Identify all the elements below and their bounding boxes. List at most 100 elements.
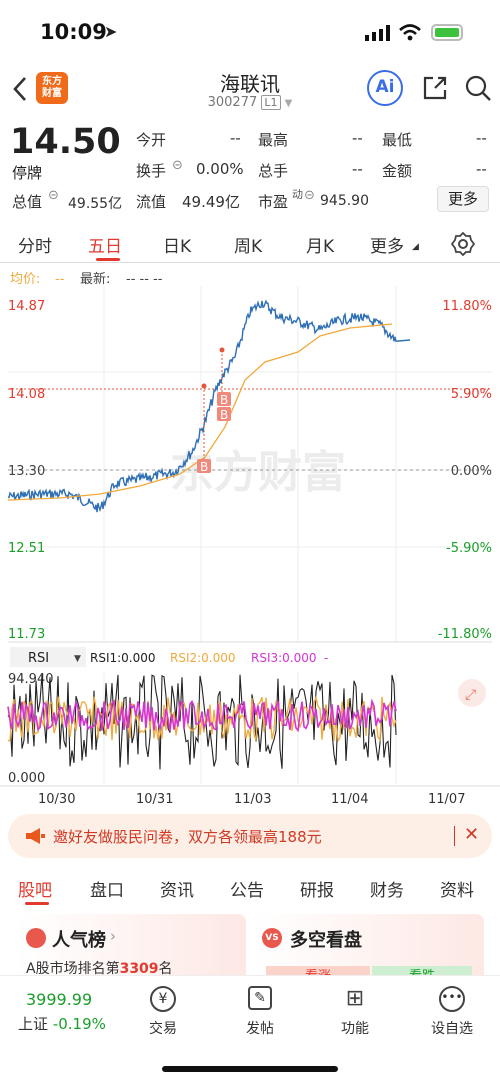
turnover-label: 换手 (136, 162, 167, 180)
buy-marker-label: B (220, 408, 228, 422)
tab-daily-k[interactable]: 日K (163, 237, 192, 257)
tab-intraday[interactable]: 分时 (18, 237, 52, 257)
pe-superscript: 动 (292, 188, 303, 201)
volume-label: 总手 (258, 162, 289, 180)
y-right-label: 0.00% (451, 464, 492, 479)
date-label: 11/07 (428, 792, 465, 807)
index-line: 上证 -0.19% (18, 1013, 118, 1034)
tab-news[interactable]: 资讯 (160, 881, 194, 901)
trade-label: 交易 (149, 1021, 177, 1037)
tab-more[interactable]: 更多 (370, 237, 404, 257)
marker-dot (219, 347, 225, 353)
buy-marker-label: B (200, 460, 208, 474)
index-widget[interactable]: 3999.99 上证 -0.19% (18, 990, 118, 1040)
turnover-value: 0.00% (196, 160, 244, 178)
nav-bar: 东方 财富 海联讯 300277 L1 ▼ Ai (0, 64, 500, 120)
chart-svg[interactable]: 均价: -- 最新: -- -- -- 东方财富 BBB 14.87 14.08… (0, 262, 500, 807)
rsi-selector[interactable] (10, 647, 86, 667)
share-icon[interactable] (421, 74, 449, 102)
tab-announcements[interactable]: 公告 (230, 881, 264, 901)
search-icon[interactable] (464, 74, 492, 102)
amount-label: 金额 (382, 162, 413, 180)
rsi3-label: RSI3:0.000 (251, 651, 317, 665)
index-value: 3999.99 (26, 990, 93, 1009)
y-right-label: -11.80% (438, 627, 492, 642)
stock-name: 海联讯 (220, 72, 280, 96)
bullbear-card[interactable]: VS 多空看盘 看涨 看跌 (254, 914, 484, 988)
function-label: 功能 (341, 1021, 369, 1037)
tab-forum[interactable]: 股吧 (18, 881, 52, 901)
popular-title: 人气榜 (52, 930, 106, 951)
float-label: 流值 (136, 193, 167, 211)
y-left-label: 13.30 (8, 464, 45, 479)
tab-five-day[interactable]: 五日 (88, 237, 122, 257)
tab-orderbook[interactable]: 盘口 (90, 881, 124, 901)
back-icon[interactable] (12, 76, 28, 102)
trade-button[interactable]: ¥ 交易 (143, 986, 183, 1038)
open-label: 今开 (136, 131, 167, 149)
more-button[interactable]: 更多 (437, 186, 489, 212)
buy-marker (217, 392, 231, 406)
edit-icon: ✎ (248, 986, 272, 1010)
mcap-label: 总值 (12, 193, 43, 211)
triangle-icon: ◢ (412, 242, 419, 252)
tab-financials[interactable]: 财务 (370, 881, 404, 901)
megaphone-icon (26, 828, 45, 844)
trade-status: 停牌 (12, 164, 43, 182)
banner-text[interactable]: 邀好友做股民问卷，双方各领最高188元 (53, 828, 322, 846)
y-right-label: 11.80% (442, 299, 492, 314)
watchlist-button[interactable]: ••• 设自选 (427, 986, 477, 1038)
settings-icon[interactable] (451, 232, 475, 256)
rsi-top-label: 94.940 (8, 672, 54, 687)
chart-tabs: 分时 五日 日K 周K 月K 更多 ◢ (0, 226, 500, 262)
tab-monthly-k[interactable]: 月K (306, 237, 335, 257)
yen-icon: ¥ (150, 986, 176, 1012)
popular-sub-post: 名 (158, 961, 173, 977)
status-time: 10:09 (40, 20, 107, 44)
y-left-label: 14.87 (8, 299, 45, 314)
ai-button[interactable]: Ai (367, 70, 403, 106)
price-line (7, 299, 411, 513)
latest-label: 最新: (80, 271, 110, 287)
y-left-label: 14.08 (8, 387, 45, 402)
price-lines: BBB (7, 299, 411, 513)
axis-labels: 14.87 14.08 13.30 12.51 11.73 11.80% 5.9… (8, 299, 492, 642)
chevron-down-icon[interactable]: ▼ (74, 654, 81, 664)
low-label: 最低 (382, 131, 413, 149)
function-button[interactable]: ⊞ 功能 (335, 986, 375, 1038)
chevron-down-icon[interactable]: ▼ (284, 98, 293, 109)
rsi2-label: RSI2:0.000 (170, 651, 236, 665)
wifi-icon (399, 24, 421, 41)
banner-divider (454, 826, 455, 846)
stock-code: 300277 L1 ▼ (0, 95, 500, 110)
logo-text-2: 财富 (42, 88, 62, 99)
index-name: 上证 (18, 1015, 49, 1033)
expand-button[interactable] (458, 679, 486, 707)
pe-label: 市盈 (258, 193, 289, 211)
info-icon[interactable]: ⊝ (304, 188, 315, 203)
info-icon[interactable]: ⊝ (172, 158, 183, 173)
expand-icon[interactable]: ⤢ (465, 687, 476, 703)
tab-weekly-k[interactable]: 周K (234, 237, 263, 257)
chevron-right-icon: › (110, 927, 116, 945)
level-badge[interactable]: L1 (261, 95, 281, 110)
post-button[interactable]: ✎ 发帖 (238, 986, 282, 1038)
vs-icon: VS (262, 928, 282, 948)
bottom-bar: 3999.99 上证 -0.19% ¥ 交易 ✎ 发帖 ⊞ 功能 ••• 设自选 (0, 975, 500, 1083)
rsi-selector-label[interactable]: RSI (28, 651, 49, 666)
info-icon[interactable]: ⊝ (48, 188, 59, 203)
buy-marker (197, 459, 211, 473)
tab-profile[interactable]: 资料 (440, 881, 474, 901)
avg-value: -- (55, 272, 65, 287)
app-logo: 东方 财富 (36, 72, 68, 104)
promo-banner[interactable]: 邀好友做股民问卷，双方各领最高188元 ✕ (8, 814, 492, 858)
popular-card[interactable]: 人气榜 › A股市场排名第3309名 (16, 914, 246, 984)
watchlist-label: 设自选 (431, 1021, 473, 1037)
rsi1-label: RSI1:0.000 (90, 651, 156, 665)
battery-icon (431, 24, 463, 41)
buy-marker (217, 407, 231, 421)
close-icon[interactable]: ✕ (464, 824, 480, 845)
tab-research[interactable]: 研报 (300, 881, 334, 901)
date-label: 11/03 (234, 792, 271, 807)
